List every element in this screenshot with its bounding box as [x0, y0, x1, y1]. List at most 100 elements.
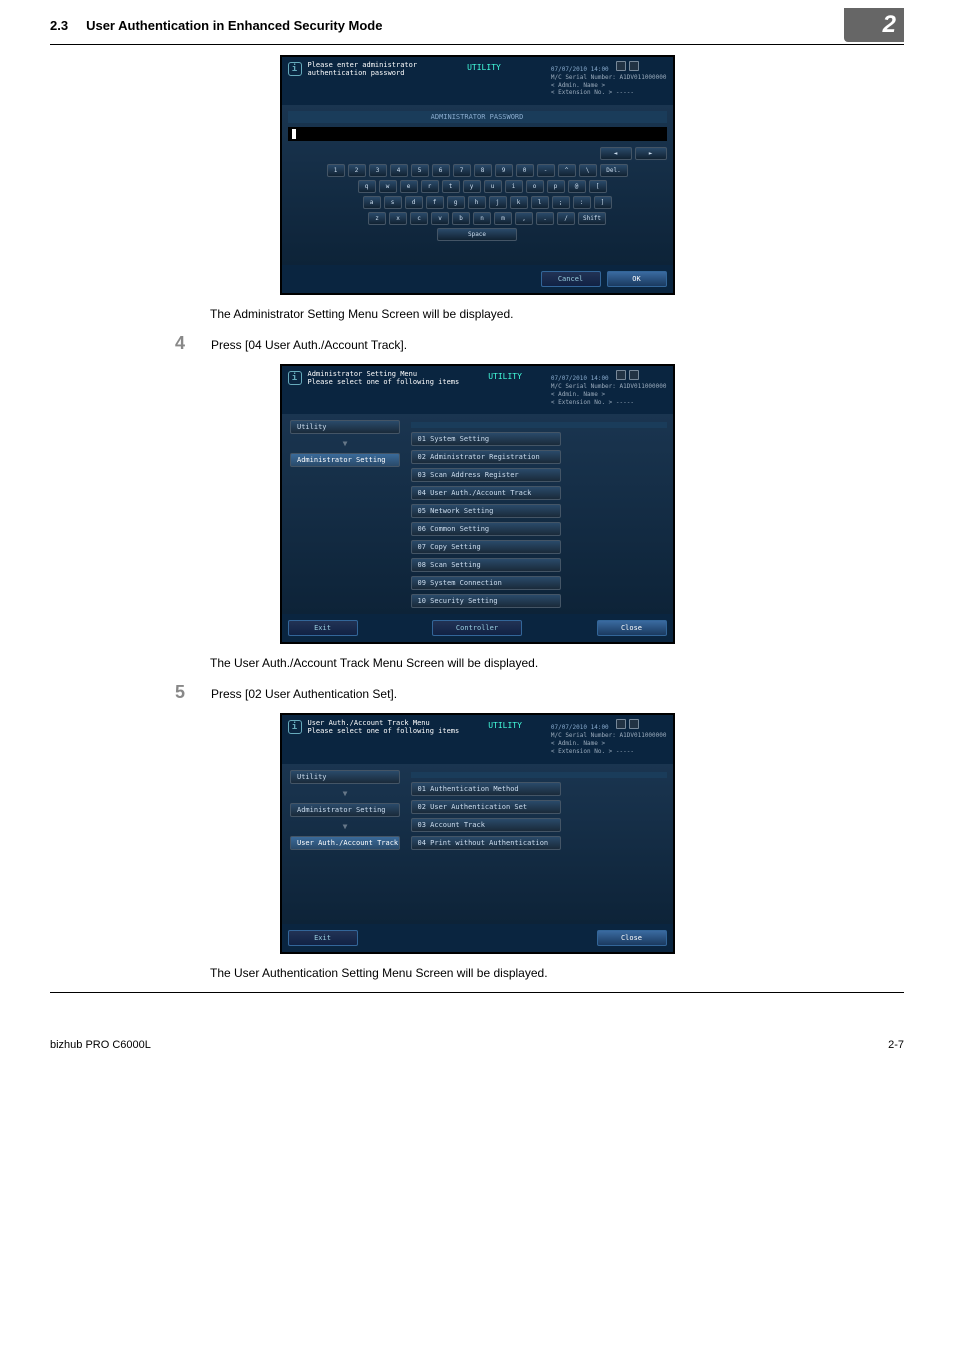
nav-admin-setting[interactable]: Administrator Setting: [290, 453, 400, 467]
key-^[interactable]: ^: [558, 164, 576, 177]
key-:[interactable]: :: [573, 196, 591, 209]
key-c[interactable]: c: [410, 212, 428, 225]
nav-utility[interactable]: Utility: [290, 420, 400, 434]
key-z[interactable]: z: [368, 212, 386, 225]
key-@[interactable]: @: [568, 180, 586, 193]
key-t[interactable]: t: [442, 180, 460, 193]
menu-item[interactable]: 07 Copy Setting: [411, 540, 561, 554]
key-[[interactable]: [: [589, 180, 607, 193]
menu-item[interactable]: 03 Scan Address Register: [411, 468, 561, 482]
arrow-right-key[interactable]: ►: [635, 147, 667, 160]
menu-item[interactable]: 01 System Setting: [411, 432, 561, 446]
key-y[interactable]: y: [463, 180, 481, 193]
key-m[interactable]: m: [494, 212, 512, 225]
key-f[interactable]: f: [426, 196, 444, 209]
utility-tab[interactable]: UTILITY: [459, 719, 551, 730]
key-k[interactable]: k: [510, 196, 528, 209]
exit-button[interactable]: Exit: [288, 930, 358, 946]
key-7[interactable]: 7: [453, 164, 471, 177]
header-divider: [50, 44, 904, 45]
help-icon[interactable]: [616, 370, 626, 380]
admin-menu-list: 01 System Setting 02 Administrator Regist…: [411, 420, 667, 608]
key-6[interactable]: 6: [432, 164, 450, 177]
close-button[interactable]: Close: [597, 620, 667, 636]
menu-item[interactable]: 01 Authentication Method: [411, 782, 561, 796]
menu-item[interactable]: 04 User Auth./Account Track: [411, 486, 561, 500]
key-8[interactable]: 8: [474, 164, 492, 177]
key-.[interactable]: .: [536, 212, 554, 225]
menu-item[interactable]: 09 System Connection: [411, 576, 561, 590]
password-input[interactable]: [288, 127, 667, 141]
key-,[interactable]: ,: [515, 212, 533, 225]
key-n[interactable]: n: [473, 212, 491, 225]
key-p[interactable]: p: [547, 180, 565, 193]
key-v[interactable]: v: [431, 212, 449, 225]
key-5[interactable]: 5: [411, 164, 429, 177]
key-g[interactable]: g: [447, 196, 465, 209]
key-e[interactable]: e: [400, 180, 418, 193]
key-][interactable]: ]: [594, 196, 612, 209]
key-b[interactable]: b: [452, 212, 470, 225]
key-;[interactable]: ;: [552, 196, 570, 209]
space-key[interactable]: Space: [437, 228, 517, 241]
key-q[interactable]: q: [358, 180, 376, 193]
close-button[interactable]: Close: [597, 930, 667, 946]
screen2-prompt: Administrator Setting Menu Please select…: [308, 370, 460, 386]
key-3[interactable]: 3: [369, 164, 387, 177]
exit-button[interactable]: Exit: [288, 620, 358, 636]
key--[interactable]: -: [537, 164, 555, 177]
key-4[interactable]: 4: [390, 164, 408, 177]
key-0[interactable]: 0: [516, 164, 534, 177]
nav-user-auth-track[interactable]: User Auth./Account Track: [290, 836, 400, 850]
utility-tab[interactable]: UTILITY: [459, 370, 551, 381]
info-icon: i: [288, 62, 302, 76]
footer-divider: [50, 992, 904, 993]
body-text-1: The Administrator Setting Menu Screen wi…: [210, 307, 894, 321]
key-2[interactable]: 2: [348, 164, 366, 177]
key-s[interactable]: s: [384, 196, 402, 209]
menu-item[interactable]: 02 User Authentication Set: [411, 800, 561, 814]
key-o[interactable]: o: [526, 180, 544, 193]
key-x[interactable]: x: [389, 212, 407, 225]
menu-item[interactable]: 04 Print without Authentication: [411, 836, 561, 850]
cancel-button[interactable]: Cancel: [541, 271, 601, 287]
menu-item[interactable]: 06 Common Setting: [411, 522, 561, 536]
ok-button[interactable]: OK: [607, 271, 667, 287]
key-w[interactable]: w: [379, 180, 397, 193]
help-icon[interactable]: [616, 719, 626, 729]
key-a[interactable]: a: [363, 196, 381, 209]
key-r[interactable]: r: [421, 180, 439, 193]
key-/[interactable]: /: [557, 212, 575, 225]
menu-item[interactable]: 10 Security Setting: [411, 594, 561, 608]
nav-admin-setting[interactable]: Administrator Setting: [290, 803, 400, 817]
delete-key[interactable]: Del.: [600, 164, 628, 177]
controller-button[interactable]: Controller: [432, 620, 522, 636]
accessibility-icon[interactable]: [629, 719, 639, 729]
utility-tab[interactable]: UTILITY: [417, 61, 551, 72]
key-row-1: 1234567890-^\Del.: [288, 164, 667, 177]
key-9[interactable]: 9: [495, 164, 513, 177]
screen-meta: 07/07/2010 14:00 M/C Serial Number: A1DV…: [551, 719, 667, 755]
menu-item[interactable]: 05 Network Setting: [411, 504, 561, 518]
step-number: 5: [175, 682, 195, 703]
key-d[interactable]: d: [405, 196, 423, 209]
accessibility-icon[interactable]: [629, 370, 639, 380]
menu-item[interactable]: 08 Scan Setting: [411, 558, 561, 572]
accessibility-icon[interactable]: [629, 61, 639, 71]
shift-key[interactable]: Shift: [578, 212, 606, 225]
key-1[interactable]: 1: [327, 164, 345, 177]
key-h[interactable]: h: [468, 196, 486, 209]
user-auth-menu-list: 01 Authentication Method 02 User Authenti…: [411, 770, 667, 918]
arrow-left-key[interactable]: ◄: [600, 147, 632, 160]
key-i[interactable]: i: [505, 180, 523, 193]
key-\[interactable]: \: [579, 164, 597, 177]
step-4: 4 Press [04 User Auth./Account Track].: [60, 333, 894, 354]
key-j[interactable]: j: [489, 196, 507, 209]
nav-utility[interactable]: Utility: [290, 770, 400, 784]
key-l[interactable]: l: [531, 196, 549, 209]
menu-item[interactable]: 03 Account Track: [411, 818, 561, 832]
key-u[interactable]: u: [484, 180, 502, 193]
menu-item[interactable]: 02 Administrator Registration: [411, 450, 561, 464]
help-icon[interactable]: [616, 61, 626, 71]
section-number: 2.3: [50, 18, 68, 33]
